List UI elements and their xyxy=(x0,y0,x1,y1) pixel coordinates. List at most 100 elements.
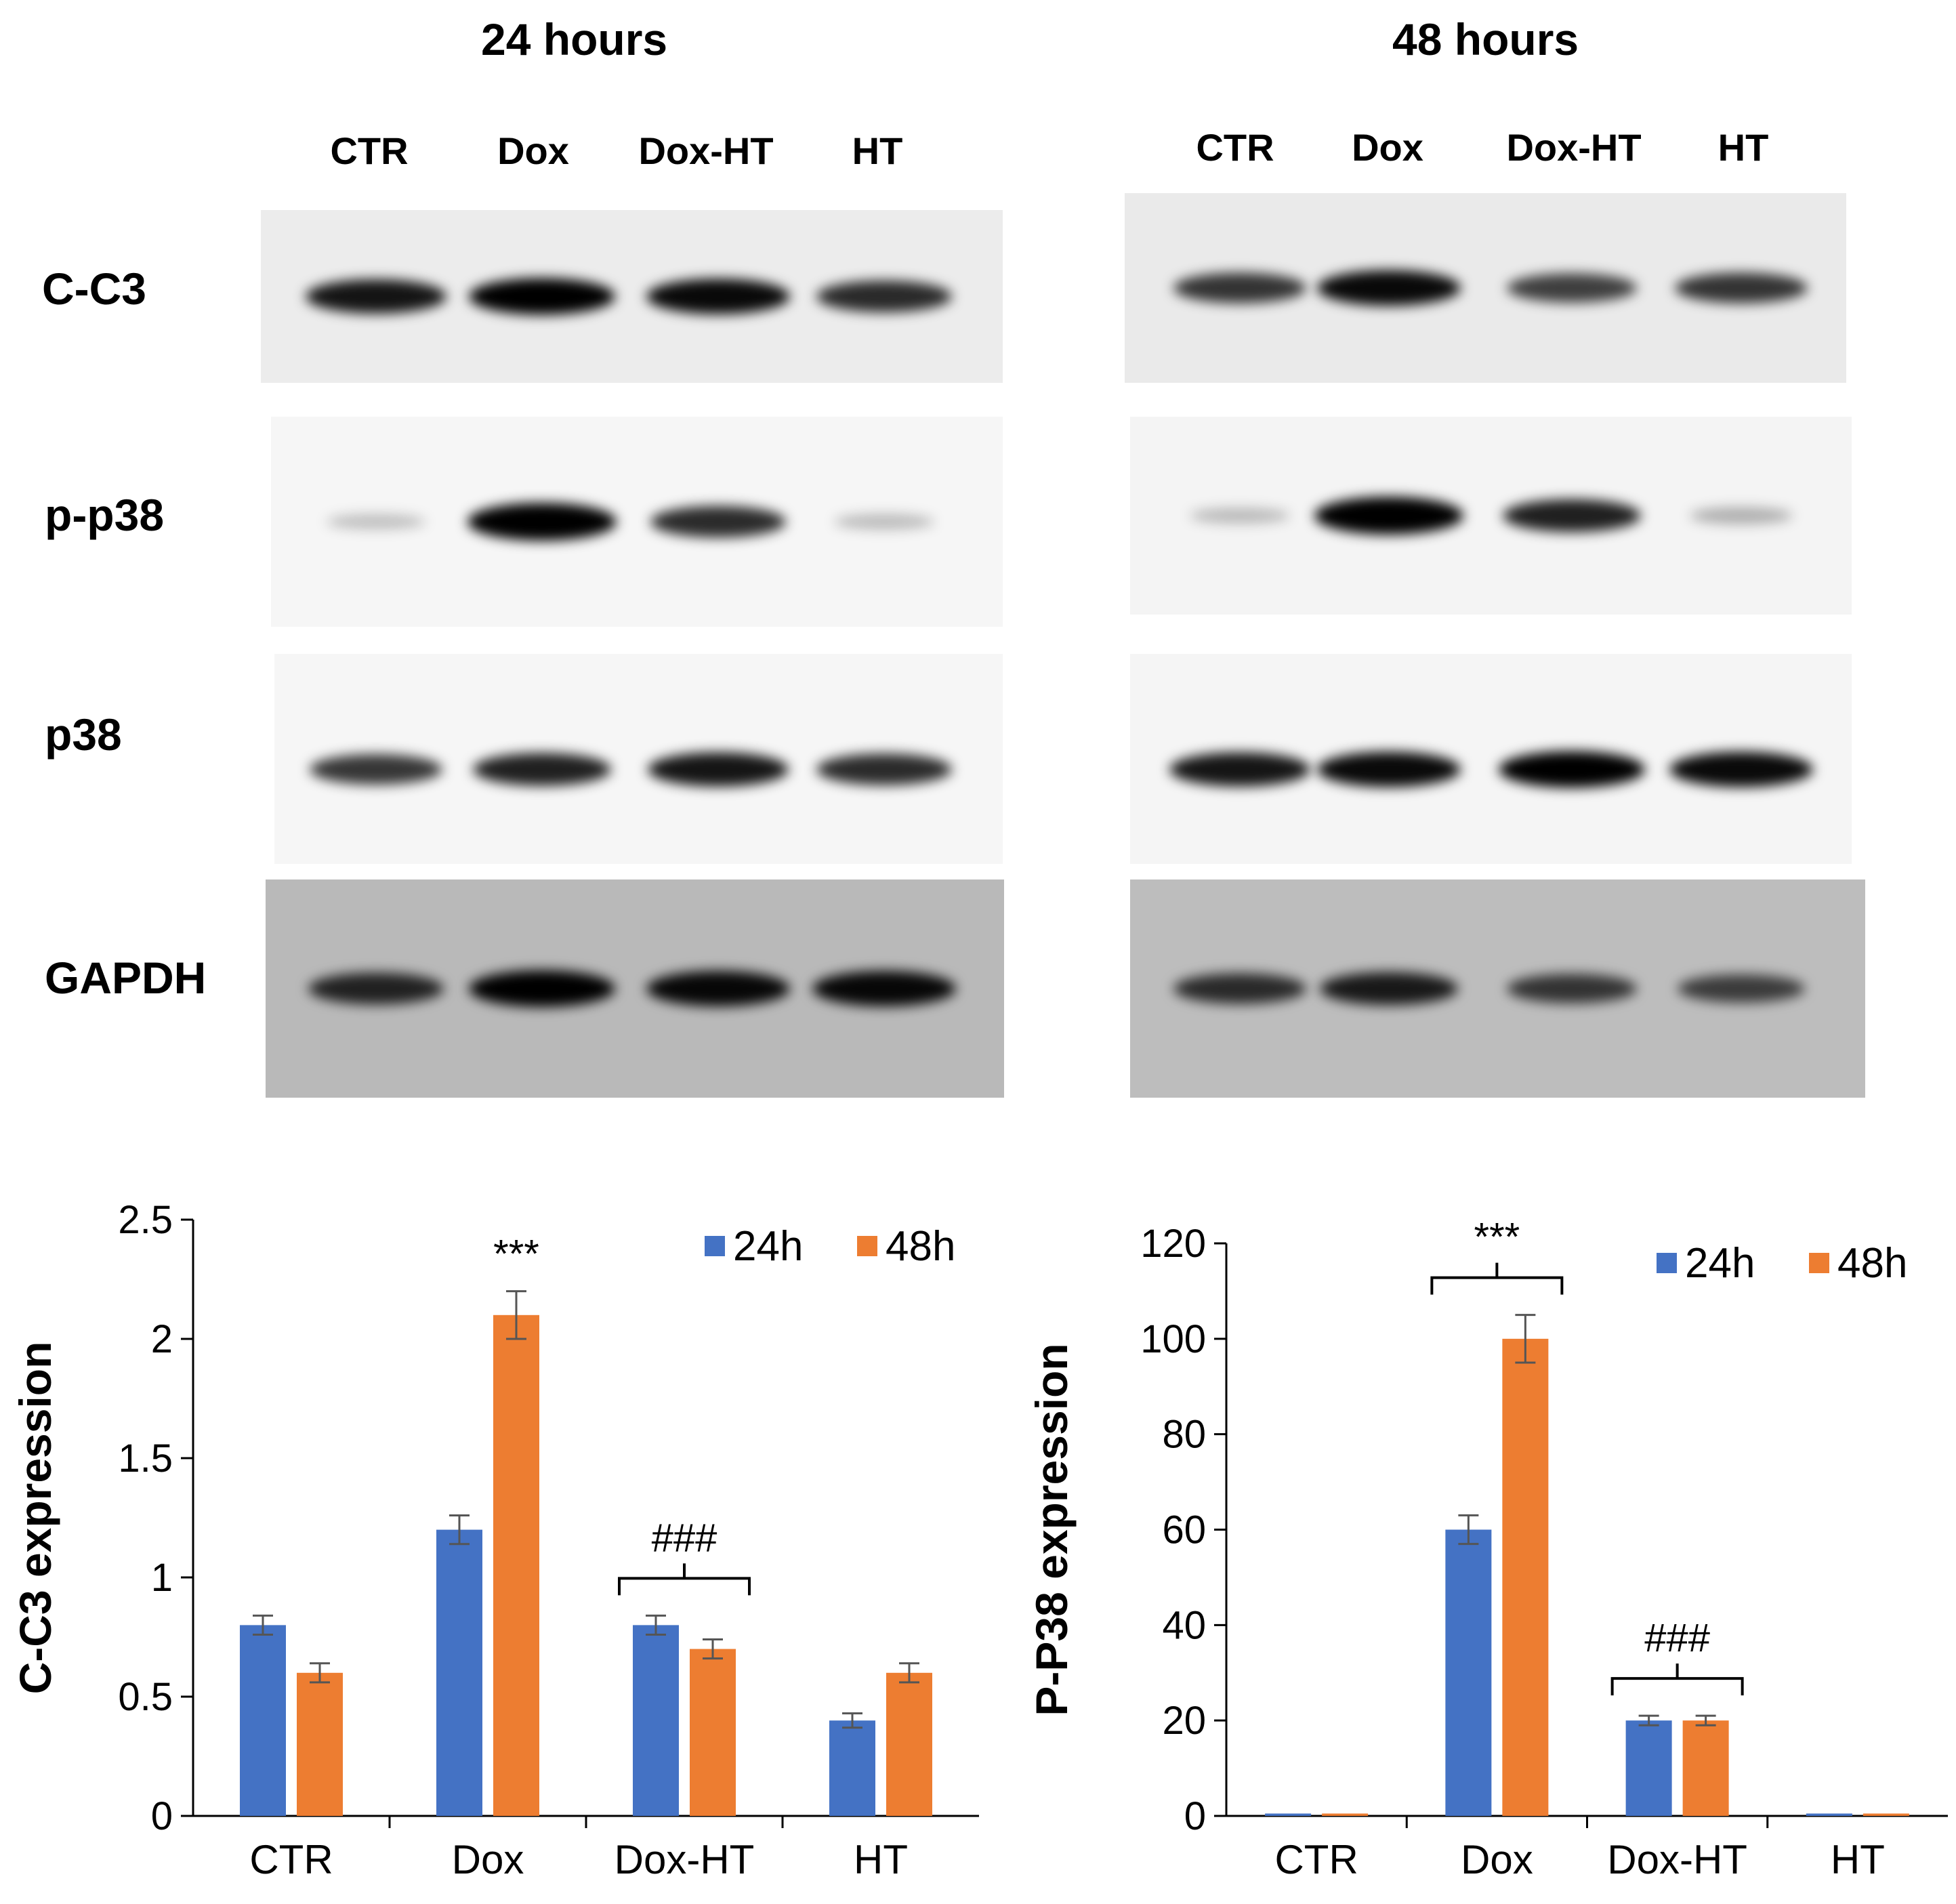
band-doxht xyxy=(1507,273,1637,303)
blot-48h-cc3 xyxy=(1125,193,1846,383)
legend-label-24h: 24h xyxy=(733,1223,803,1270)
chart-cc3-expression: 0 0.5 1 1.5 2 2.5 C-C3 expression CTR Dox Dox-HT H… xyxy=(10,1198,979,1882)
x-tick-label: HT xyxy=(854,1837,908,1882)
lane-label-48h-dox: Dox xyxy=(1352,126,1423,169)
blot-title-48h: 48 hours xyxy=(1392,14,1579,64)
legend-swatch-24h xyxy=(1657,1253,1677,1273)
x-tick-label: CTR xyxy=(249,1837,333,1882)
y-tick-label: 80 xyxy=(1162,1413,1206,1457)
band-ctr xyxy=(1173,272,1306,304)
row-label-gapdh: GAPDH xyxy=(45,953,207,1003)
band-dox xyxy=(473,753,611,786)
significance-bracket xyxy=(618,1563,751,1596)
band-ctr xyxy=(308,972,444,1005)
band-ctr xyxy=(1190,508,1290,524)
bar-24h-ctr xyxy=(240,1625,286,1816)
band-ht xyxy=(1678,974,1805,1003)
significance-label: *** xyxy=(493,1233,539,1277)
x-tick-label: Dox xyxy=(1461,1837,1533,1882)
band-ctr xyxy=(1173,973,1306,1004)
x-tick-label: HT xyxy=(1831,1837,1885,1882)
y-tick-label: 2 xyxy=(151,1317,173,1361)
row-label-pp38: p-p38 xyxy=(45,490,165,540)
blot-24h-cc3 xyxy=(261,210,1003,383)
bar-24h-dox xyxy=(1445,1529,1492,1816)
x-tick-label: Dox-HT xyxy=(615,1837,755,1882)
lane-label-48h-ctr: CTR xyxy=(1196,126,1274,169)
band-ctr xyxy=(310,753,442,785)
band-dox xyxy=(1317,270,1461,306)
lane-label-48h-ht: HT xyxy=(1718,126,1769,169)
band-ht xyxy=(812,970,956,1007)
band-ht xyxy=(1675,272,1808,304)
band-doxht xyxy=(1503,499,1641,533)
band-dox xyxy=(1314,497,1463,535)
band-doxht xyxy=(1499,751,1645,788)
y-tick-label: 40 xyxy=(1162,1603,1206,1647)
legend-label-24h: 24h xyxy=(1685,1240,1755,1287)
row-label-cc3: C-C3 xyxy=(42,264,147,314)
x-tick-label: Dox xyxy=(452,1837,524,1882)
bar-24h-doxht xyxy=(633,1625,679,1816)
band-dox xyxy=(1317,751,1461,787)
x-tick-label: Dox-HT xyxy=(1607,1837,1747,1882)
y-tick-label: 0 xyxy=(1184,1794,1206,1838)
x-tick-label: CTR xyxy=(1274,1837,1358,1882)
bar-24h-ctr xyxy=(1265,1813,1312,1816)
y-tick-label: 0 xyxy=(151,1794,173,1838)
band-doxht xyxy=(646,278,790,314)
y-tick-label: 2.5 xyxy=(118,1198,173,1242)
band-dox xyxy=(469,278,615,315)
blot-24h-pp38 xyxy=(271,417,1003,627)
bar-48h-dox xyxy=(1502,1338,1549,1816)
lane-label-24h-ht: HT xyxy=(852,129,903,172)
y-tick-label: 60 xyxy=(1162,1508,1206,1552)
y-tick-label: 100 xyxy=(1140,1317,1206,1361)
bar-24h-dox xyxy=(436,1529,482,1816)
bar-24h-ht xyxy=(829,1720,875,1816)
band-dox xyxy=(467,503,617,541)
bar-48h-ctr xyxy=(1322,1813,1369,1816)
bar-24h-ht xyxy=(1806,1813,1852,1816)
legend-swatch-24h xyxy=(705,1236,725,1256)
bar-48h-doxht xyxy=(690,1649,736,1816)
chart-pp38-expression: 0 20 40 60 80 100 120 P-P38 expression CTR Dox Dox… xyxy=(1026,1216,1948,1882)
significance-label: ### xyxy=(652,1516,717,1560)
legend-label-48h: 48h xyxy=(886,1223,955,1270)
band-ht xyxy=(1690,507,1793,524)
lane-label-24h-ctr: CTR xyxy=(330,129,409,172)
legend-swatch-48h xyxy=(1809,1253,1829,1273)
significance-label: *** xyxy=(1474,1216,1520,1260)
band-doxht xyxy=(650,505,786,538)
lane-label-24h-dox: Dox xyxy=(497,129,569,172)
bar-48h-ht xyxy=(1863,1813,1909,1816)
blot-48h-pp38 xyxy=(1130,417,1852,615)
blot-title-24h: 24 hours xyxy=(481,14,668,64)
band-doxht xyxy=(648,752,789,787)
band-ctr xyxy=(326,514,426,530)
significance-bracket xyxy=(1430,1262,1564,1295)
band-ctr xyxy=(306,279,446,314)
bar-48h-dox xyxy=(493,1315,539,1816)
y-axis-label: C-C3 expression xyxy=(10,1342,60,1695)
band-ctr xyxy=(1169,752,1310,787)
band-ht xyxy=(816,753,952,785)
band-ht xyxy=(1669,751,1813,787)
row-label-p38: p38 xyxy=(45,709,122,760)
blot-24h-gapdh xyxy=(266,879,1004,1098)
significance-label: ### xyxy=(1644,1616,1710,1660)
significance-bracket xyxy=(1610,1663,1744,1696)
y-axis-label: P-P38 expression xyxy=(1026,1343,1077,1716)
band-doxht xyxy=(646,970,790,1007)
lane-label-48h-doxht: Dox-HT xyxy=(1506,126,1642,169)
blot-48h-gapdh xyxy=(1130,879,1865,1098)
band-doxht xyxy=(1507,974,1637,1003)
y-tick-label: 20 xyxy=(1162,1699,1206,1743)
band-ht xyxy=(834,514,934,530)
y-tick-label: 0.5 xyxy=(118,1675,173,1719)
y-tick-label: 1 xyxy=(151,1556,173,1600)
band-dox xyxy=(469,970,615,1008)
y-tick-label: 120 xyxy=(1140,1222,1206,1266)
bar-48h-ht xyxy=(886,1672,932,1816)
band-dox xyxy=(1320,972,1458,1006)
